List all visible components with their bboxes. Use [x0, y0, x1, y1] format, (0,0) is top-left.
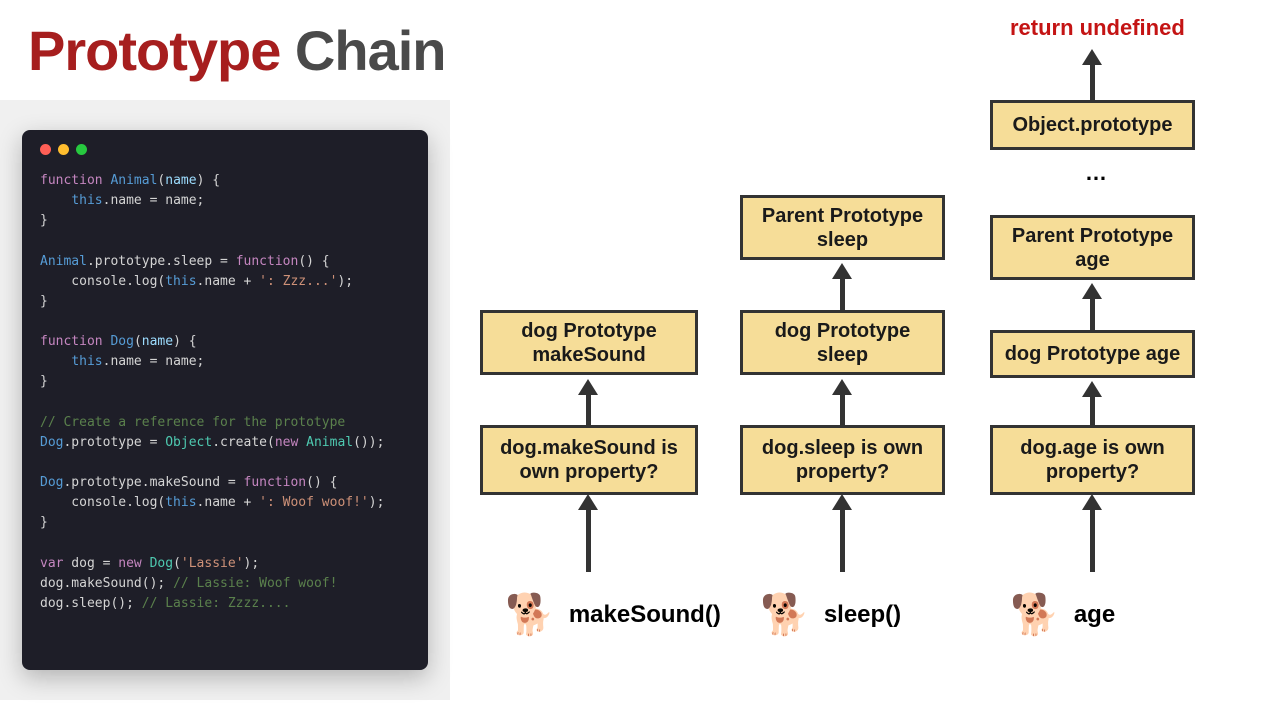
chain-box: Parent Prototype sleep: [740, 195, 945, 260]
call-row: 🐕 makeSound(): [505, 595, 721, 635]
chain-box: dog.age is own property?: [990, 425, 1195, 495]
dog-icon: 🐕: [760, 595, 810, 635]
call-row: 🐕 age: [1010, 595, 1115, 635]
chain-box: dog Prototype sleep: [740, 310, 945, 375]
window-controls: [40, 144, 410, 155]
return-undefined-label: return undefined: [1010, 15, 1185, 41]
chain-box: dog Prototype age: [990, 330, 1195, 378]
maximize-dot: [76, 144, 87, 155]
chain-box: dog.sleep is own property?: [740, 425, 945, 495]
dog-icon: 🐕: [1010, 595, 1060, 635]
chain-box: Parent Prototype age: [990, 215, 1195, 280]
code-content: function Animal(name) { this.name = name…: [40, 171, 410, 614]
call-label: makeSound(): [569, 601, 721, 629]
minimize-dot: [58, 144, 69, 155]
call-label: sleep(): [824, 601, 901, 629]
title-part2: Chain: [280, 19, 445, 82]
chain-box: Object.prototype: [990, 100, 1195, 150]
page-title: Prototype Chain: [28, 18, 445, 83]
prototype-chain-diagram: dog.makeSound is own property? dog Protot…: [460, 0, 1280, 720]
chain-box: dog.makeSound is own property?: [480, 425, 698, 495]
ellipsis: …: [1085, 160, 1107, 186]
call-row: 🐕 sleep(): [760, 595, 901, 635]
code-panel: function Animal(name) { this.name = name…: [0, 100, 450, 700]
call-label: age: [1074, 601, 1115, 629]
chain-box: dog Prototype makeSound: [480, 310, 698, 375]
dog-icon: 🐕: [505, 595, 555, 635]
title-part1: Prototype: [28, 19, 280, 82]
code-terminal: function Animal(name) { this.name = name…: [22, 130, 428, 670]
close-dot: [40, 144, 51, 155]
